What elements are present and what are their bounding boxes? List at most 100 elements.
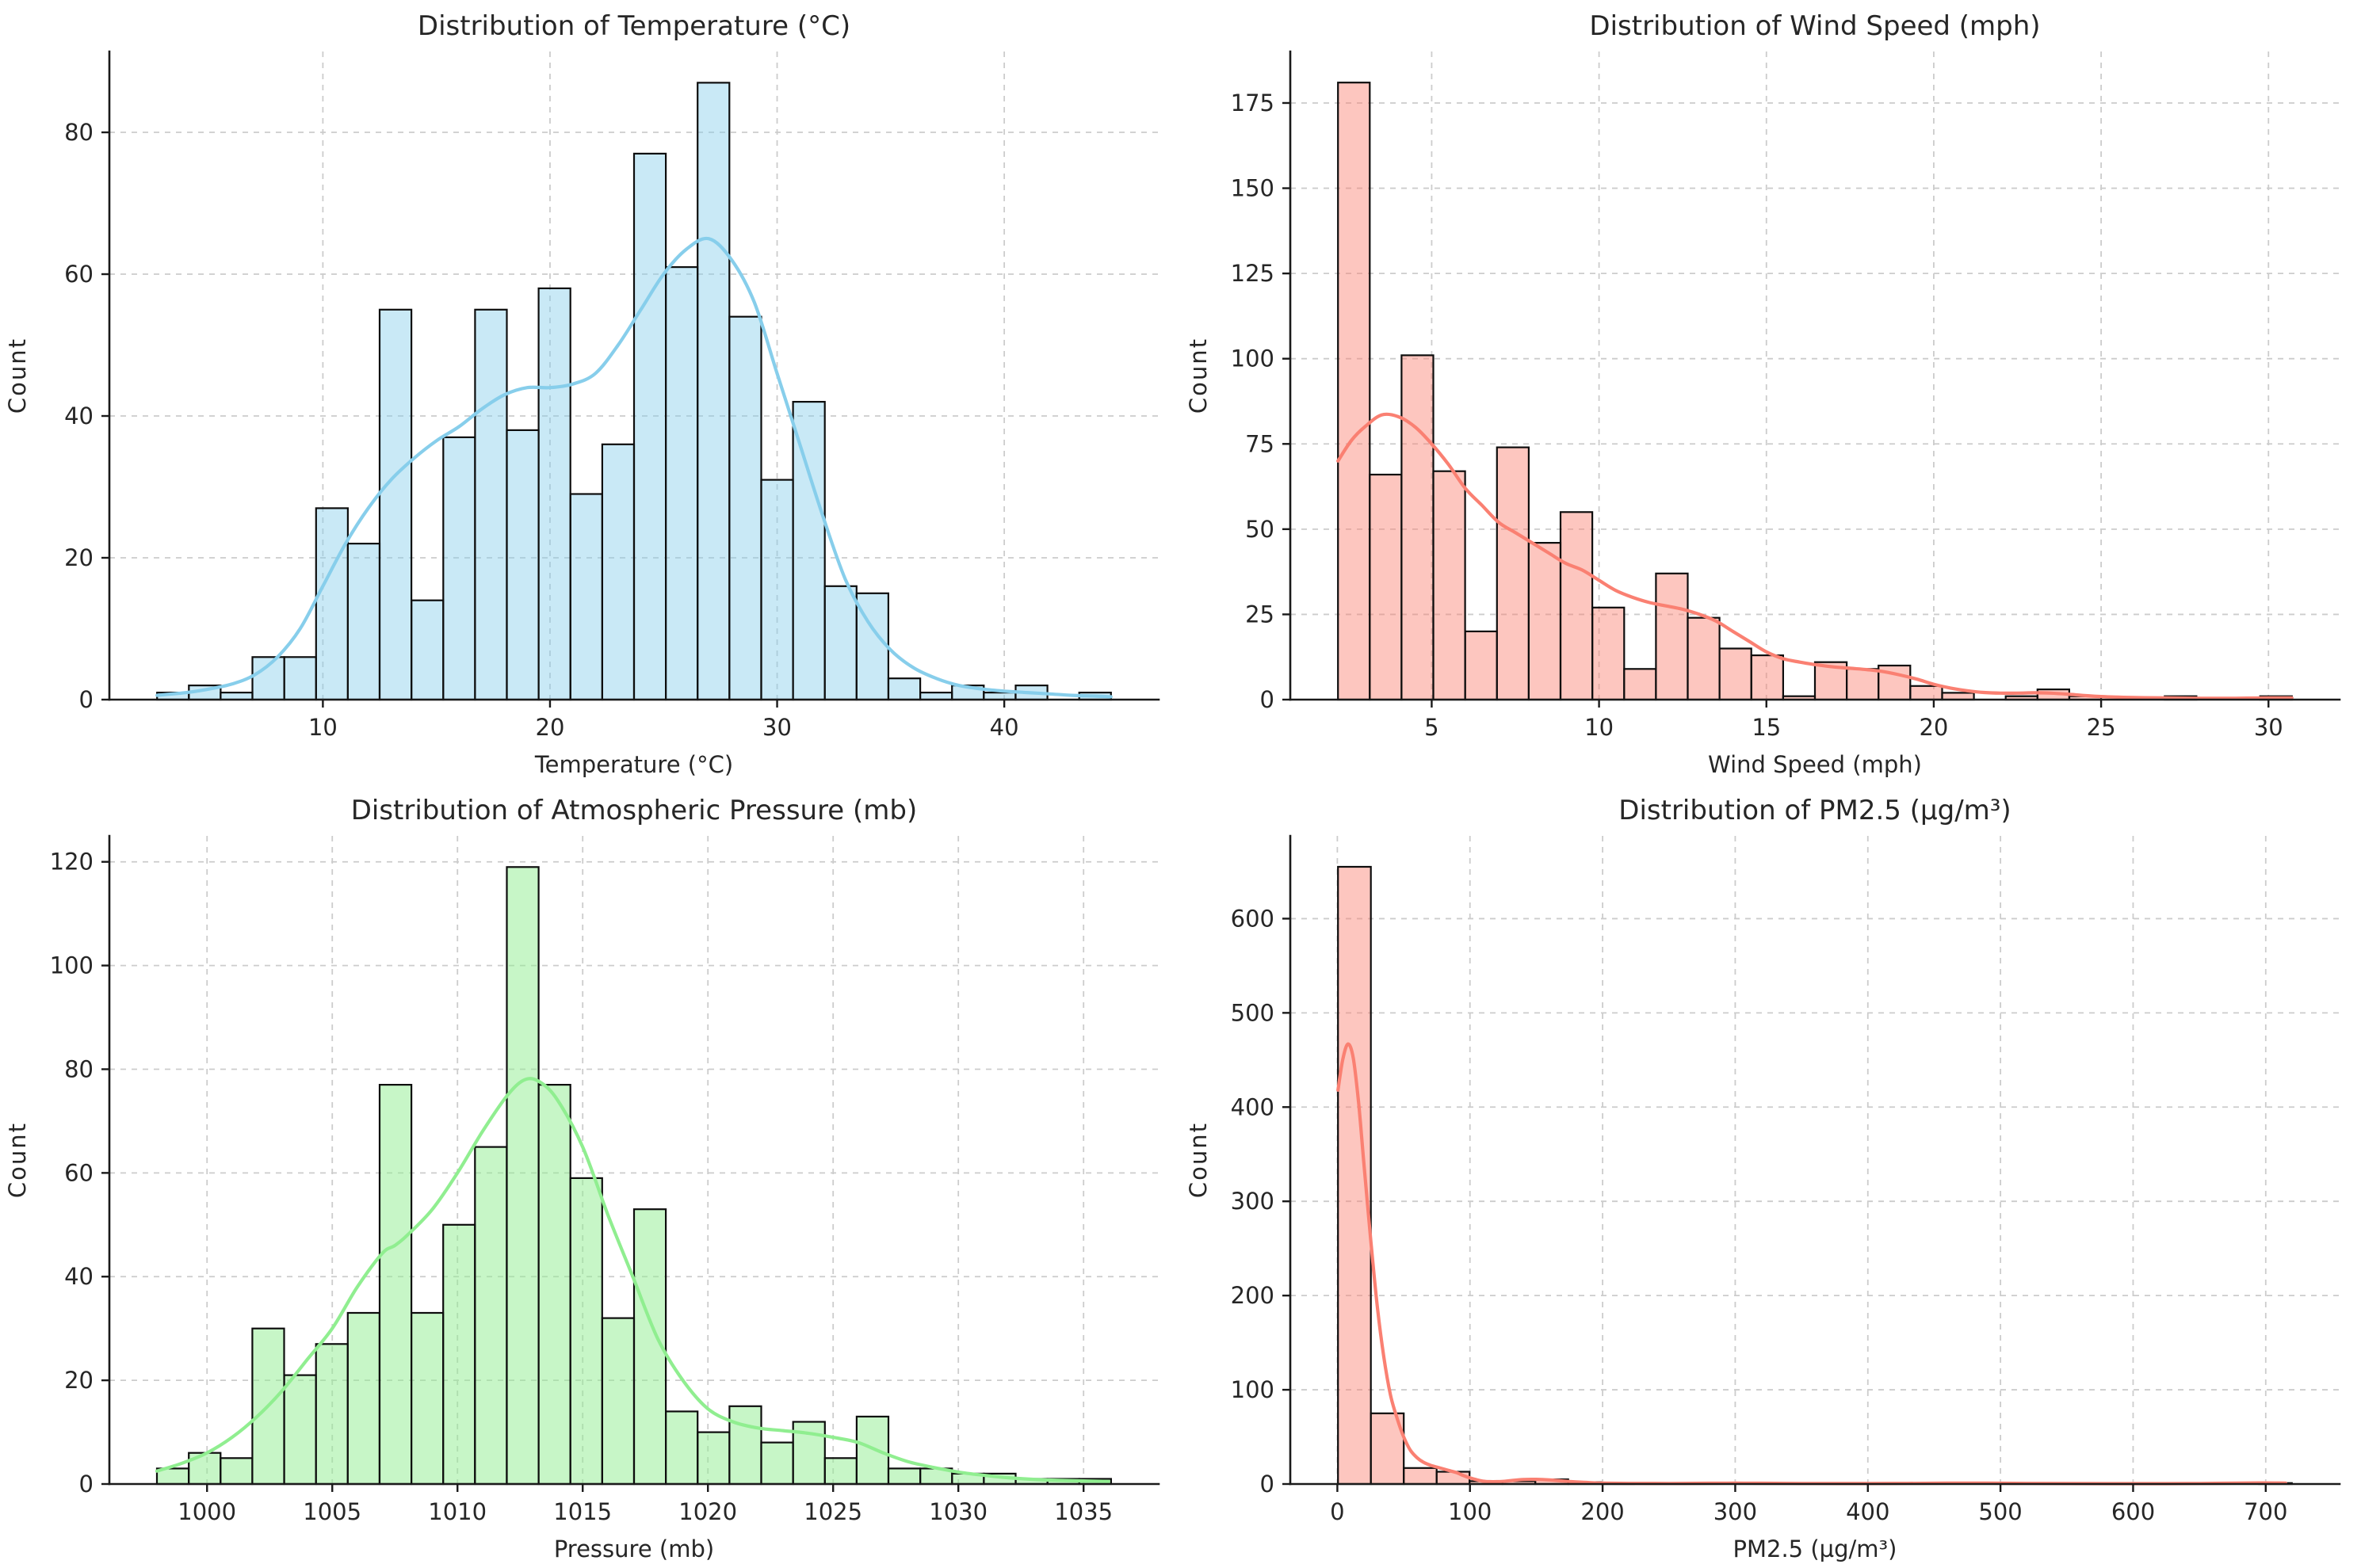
y-axis-label: Count xyxy=(1185,338,1212,414)
x-tick-label: 25 xyxy=(2086,714,2115,741)
x-tick-label: 300 xyxy=(1713,1498,1756,1525)
histogram-bar xyxy=(220,1456,254,1485)
panel-wind-speed-histogram: 5 10 15 20 25 30 0 25 50 75 100 125 150 175 Distributi… xyxy=(1180,0,2361,784)
histogram-bar xyxy=(887,1467,922,1485)
y-tick-label: 60 xyxy=(64,261,94,288)
y-tick-label: 100 xyxy=(1230,1376,1274,1403)
y-tick-labels: 0 20 40 60 80 100 120 xyxy=(50,848,94,1497)
histogram-bar xyxy=(1717,647,1752,701)
chart-background xyxy=(1180,784,2361,1568)
axes-spines xyxy=(108,50,1160,701)
histogram-bar xyxy=(442,1223,476,1485)
histogram-bar xyxy=(220,691,254,701)
x-tick-labels: 0 100 200 300 400 500 600 700 xyxy=(1330,1498,2287,1525)
histogram-bar xyxy=(823,585,858,701)
histogram-bar xyxy=(697,1430,731,1485)
histogram-bars xyxy=(156,82,1112,701)
x-tick-labels: 5 10 15 20 25 30 xyxy=(1424,714,2283,741)
x-tick-label: 20 xyxy=(536,714,565,741)
x-tick-labels: 10 20 30 40 xyxy=(308,714,1019,741)
y-tick-labels: 0 20 40 60 80 xyxy=(64,119,94,713)
histogram-bar xyxy=(1908,685,1943,701)
histogram-bar xyxy=(411,599,445,701)
histogram-bar xyxy=(728,315,762,701)
y-tick-label: 100 xyxy=(1230,345,1274,372)
histogram-bar xyxy=(442,436,476,701)
y-tick-label: 50 xyxy=(1245,516,1274,543)
y-tick-label: 500 xyxy=(1230,999,1274,1026)
y-axis-label: Count xyxy=(1185,1121,1212,1197)
x-axis-label: Pressure (mb) xyxy=(554,1536,714,1562)
y-tick-label: 600 xyxy=(1230,905,1274,932)
histogram-bar xyxy=(1496,446,1530,701)
grid xyxy=(1289,52,2340,700)
histogram-bar xyxy=(792,401,826,701)
x-axis-label: PM2.5 (µg/m³) xyxy=(1733,1536,1897,1562)
histogram-bar xyxy=(823,1456,858,1485)
x-tick-label: 400 xyxy=(1846,1498,1889,1525)
x-tick-label: 10 xyxy=(1584,714,1614,741)
axes-spines xyxy=(1289,50,2340,701)
y-tick-label: 200 xyxy=(1230,1282,1274,1309)
histogram-bar xyxy=(1400,354,1435,701)
y-tick-label: 75 xyxy=(1245,430,1274,457)
x-tick-label: 30 xyxy=(2253,714,2283,741)
y-tick-label: 25 xyxy=(1245,601,1274,628)
x-tick-label: 1025 xyxy=(804,1498,862,1525)
chart-title: Distribution of Atmospheric Pressure (mb… xyxy=(351,795,918,826)
histogram-bar xyxy=(315,507,349,701)
histogram-bar xyxy=(601,443,636,701)
histogram-bar xyxy=(1750,654,1784,701)
histogram-bar xyxy=(1622,668,1656,701)
y-tick-label: 0 xyxy=(1259,686,1274,713)
chart-pressure: 1000 1005 1010 1015 1020 1025 1030 1035 0 20 40 60 8… xyxy=(0,784,1181,1568)
chart-wind-speed: 5 10 15 20 25 30 0 25 50 75 100 125 150 175 Distributi… xyxy=(1180,0,2361,784)
chart-title: Distribution of Temperature (°C) xyxy=(418,10,850,42)
chart-pm25: 0 100 200 300 400 500 600 700 0 100 200 300 400 500 60… xyxy=(1180,784,2361,1568)
x-tick-label: 1005 xyxy=(303,1498,361,1525)
y-tick-label: 300 xyxy=(1230,1188,1274,1215)
histogram-bar xyxy=(378,1083,413,1485)
panel-pm25-histogram: 0 100 200 300 400 500 600 700 0 100 200 300 400 500 60… xyxy=(1180,784,2361,1568)
x-tick-label: 1000 xyxy=(178,1498,236,1525)
panel-pressure-histogram: 1000 1005 1010 1015 1020 1025 1030 1035 0 20 40 60 8… xyxy=(0,784,1181,1568)
y-tick-label: 125 xyxy=(1230,260,1274,287)
tick-marks xyxy=(101,860,1085,1492)
x-tick-label: 600 xyxy=(2111,1498,2154,1525)
histogram-bar xyxy=(983,691,1017,701)
y-tick-label: 60 xyxy=(64,1159,94,1186)
x-tick-label: 10 xyxy=(308,714,338,741)
chart-title: Distribution of PM2.5 (µg/m³) xyxy=(1618,795,2011,826)
y-tick-label: 40 xyxy=(64,1263,94,1290)
histogram-bar xyxy=(664,266,699,701)
chart-background xyxy=(0,0,1181,784)
tick-marks xyxy=(101,131,1006,708)
x-tick-label: 15 xyxy=(1752,714,1781,741)
y-axis-label: Count xyxy=(4,1121,31,1197)
x-tick-label: 500 xyxy=(1978,1498,2022,1525)
histogram-bar xyxy=(378,308,413,701)
y-tick-label: 400 xyxy=(1230,1093,1274,1120)
histogram-bar xyxy=(1464,630,1498,701)
histogram-bar xyxy=(1368,473,1403,701)
x-tick-label: 1030 xyxy=(929,1498,988,1525)
tick-marks xyxy=(1282,101,2269,708)
histogram-bar xyxy=(1336,82,1370,701)
x-tick-label: 1010 xyxy=(428,1498,487,1525)
histogram-bar xyxy=(632,152,667,701)
histogram-bar xyxy=(346,1311,380,1485)
histogram-bars xyxy=(1336,82,2293,701)
y-tick-label: 0 xyxy=(79,1471,94,1497)
histogram-bar xyxy=(664,1410,699,1485)
histogram-bar xyxy=(283,1373,317,1485)
histogram-bar xyxy=(537,287,571,701)
y-tick-label: 150 xyxy=(1230,175,1274,202)
y-tick-label: 40 xyxy=(64,402,94,429)
x-tick-label: 200 xyxy=(1580,1498,1624,1525)
x-axis-label: Temperature (°C) xyxy=(534,751,733,778)
histogram-bar xyxy=(728,1405,762,1485)
histogram-bar xyxy=(410,1311,445,1485)
x-tick-label: 700 xyxy=(2244,1498,2287,1525)
x-axis-label: Wind Speed (mph) xyxy=(1708,751,1922,778)
